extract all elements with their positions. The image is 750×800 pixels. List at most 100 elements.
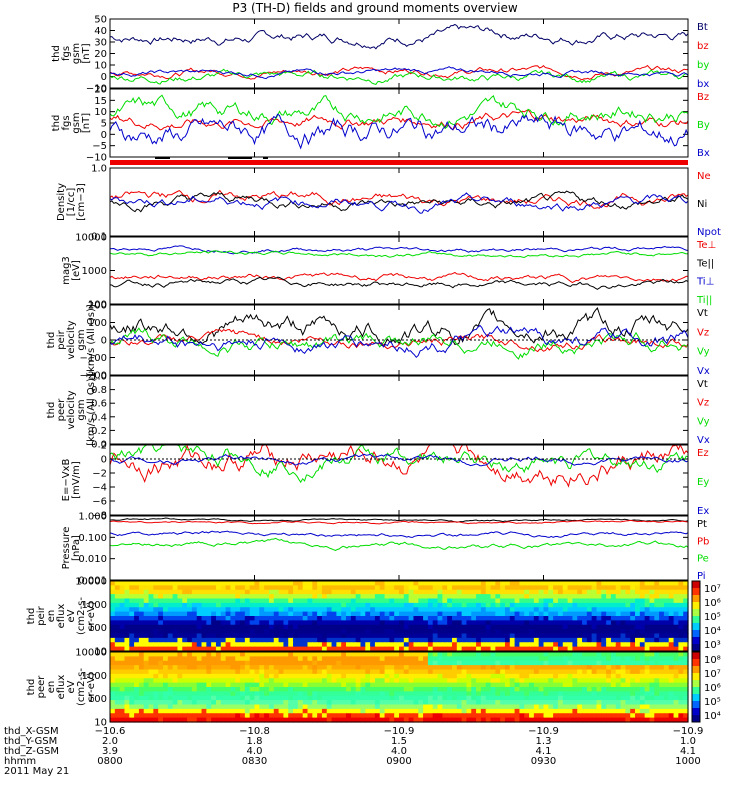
heatmap-cell: [591, 607, 598, 613]
heatmap-cell: [408, 607, 415, 613]
heatmap-cell: [630, 633, 636, 639]
heatmap-cell: [201, 673, 207, 679]
heatmap-cell: [596, 687, 602, 692]
heatmap-cell: [586, 642, 593, 648]
heatmap-cell: [399, 629, 405, 635]
heatmap-cell: [321, 642, 328, 648]
heatmap-cell: [408, 673, 415, 679]
heatmap-cell: [572, 704, 578, 710]
heatmap-cell: [177, 652, 183, 657]
series-line: [109, 327, 689, 360]
heatmap-cell: [220, 581, 227, 586]
y-tick-label: −200: [80, 371, 107, 382]
heatmap-cell: [394, 607, 400, 613]
heatmap-cell: [129, 687, 135, 692]
heatmap-cell: [138, 687, 145, 692]
heatmap-cell: [447, 598, 453, 604]
heatmap-cell: [370, 673, 376, 679]
heatmap-cell: [326, 624, 333, 630]
heatmap-cell: [331, 646, 337, 652]
heatmap-cell: [572, 602, 578, 608]
heatmap-cell: [249, 646, 256, 652]
heatmap-cell: [264, 581, 270, 586]
heatmap-cell: [264, 633, 270, 639]
heatmap-cell: [162, 607, 169, 613]
heatmap-cell: [177, 602, 183, 608]
heatmap-cell: [630, 717, 636, 723]
heatmap-cell: [360, 700, 366, 706]
heatmap-cell: [235, 607, 241, 613]
heatmap-cell: [215, 637, 222, 643]
heatmap-cell: [370, 620, 376, 626]
heatmap-cell: [557, 656, 564, 662]
heatmap-cell: [548, 611, 554, 617]
heatmap-cell: [293, 607, 299, 613]
heatmap-cell: [451, 704, 458, 710]
heatmap-cell: [572, 695, 578, 701]
heatmap-cell: [524, 673, 530, 679]
heatmap-cell: [341, 695, 347, 701]
heatmap-cell: [606, 589, 612, 595]
heatmap-cell: [244, 633, 251, 639]
heatmap-cell: [374, 691, 381, 697]
heatmap-cell: [302, 713, 309, 719]
heatmap-cell: [451, 581, 458, 586]
heatmap-cell: [524, 637, 530, 643]
heatmap-cell: [553, 687, 559, 692]
heatmap-cell: [615, 646, 622, 652]
heatmap-cell: [134, 660, 140, 666]
heatmap-cell: [562, 624, 569, 630]
heatmap-cell: [582, 616, 588, 621]
heatmap-cell: [442, 687, 448, 692]
heatmap-cell: [562, 682, 569, 688]
heatmap-cell: [562, 704, 569, 710]
heatmap-cell: [365, 602, 371, 608]
heatmap-cell: [379, 598, 386, 604]
heatmap-cell: [495, 713, 501, 719]
heatmap-cell: [119, 673, 126, 679]
heatmap-cell: [615, 687, 622, 692]
heatmap-cell: [172, 589, 179, 595]
heatmap-cell: [225, 607, 232, 613]
heatmap-cell: [533, 585, 540, 591]
heatmap-cell: [591, 695, 598, 701]
heatmap-cell: [114, 611, 121, 617]
heatmap-cell: [341, 611, 347, 617]
y-axis-label: gsm: [71, 43, 82, 64]
heatmap-cell: [635, 704, 641, 710]
heatmap-cell: [187, 687, 193, 692]
heatmap-cell: [610, 629, 617, 635]
heatmap-cell: [119, 687, 126, 692]
heatmap-cell: [495, 620, 501, 626]
heatmap-cell: [490, 624, 496, 630]
heatmap-cell: [476, 611, 482, 617]
heatmap-cell: [240, 695, 246, 701]
heatmap-cell: [211, 713, 217, 719]
heatmap-cell: [254, 607, 260, 613]
heatmap-cell: [456, 656, 463, 662]
heatmap-cell: [533, 602, 540, 608]
heatmap-cell: [442, 652, 448, 657]
heatmap-cell: [548, 581, 554, 586]
heatmap-cell: [615, 656, 622, 662]
heatmap-cell: [639, 629, 646, 635]
heatmap-cell: [278, 637, 284, 643]
heatmap-cell: [225, 611, 232, 617]
heatmap-cell: [230, 713, 236, 719]
heatmap-cell: [317, 624, 323, 630]
heatmap-cell: [167, 642, 174, 648]
heatmap-cell: [635, 585, 641, 591]
heatmap-cell: [644, 682, 651, 688]
heatmap-cell: [331, 598, 337, 604]
heatmap-cell: [524, 581, 530, 586]
heatmap-cell: [500, 682, 506, 688]
heatmap-cell: [341, 629, 347, 635]
heatmap-cell: [254, 660, 260, 666]
heatmap-cell: [678, 589, 684, 595]
heatmap-cell: [346, 717, 352, 723]
heatmap-cell: [346, 700, 352, 706]
heatmap-cell: [423, 695, 429, 701]
heatmap-cell: [138, 642, 145, 648]
heatmap-cell: [370, 602, 376, 608]
heatmap-cell: [259, 633, 265, 639]
